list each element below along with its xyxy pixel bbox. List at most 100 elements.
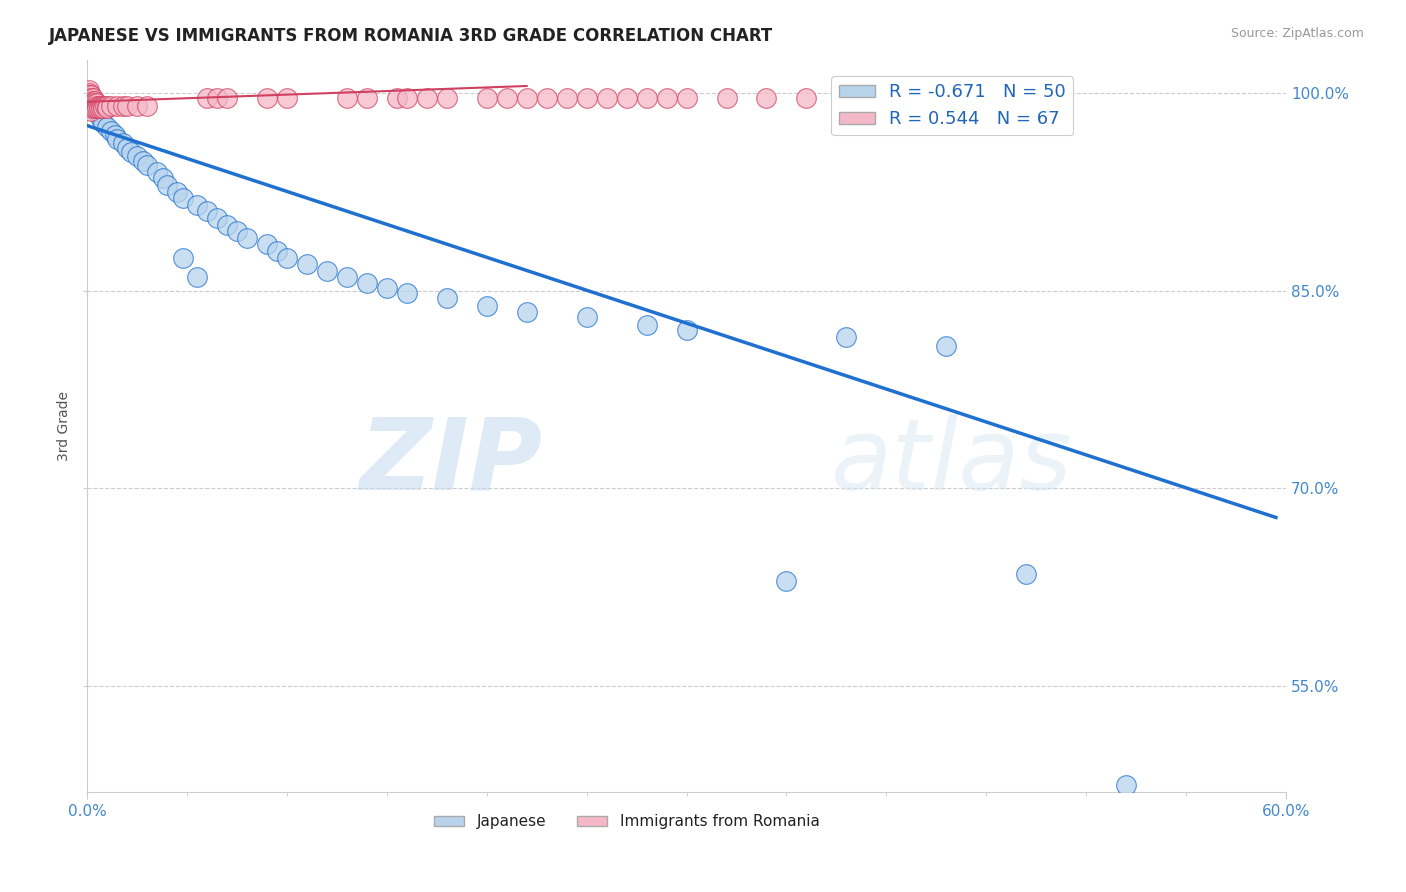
Point xyxy=(575,91,598,105)
Point xyxy=(336,270,359,285)
Point xyxy=(115,99,138,113)
Point xyxy=(77,96,100,111)
Point xyxy=(82,94,104,108)
Point xyxy=(516,91,538,105)
Point xyxy=(89,99,111,113)
Point xyxy=(96,102,118,116)
Point xyxy=(555,91,578,105)
Point xyxy=(616,91,638,105)
Point xyxy=(80,88,103,103)
Point xyxy=(77,94,100,108)
Point xyxy=(77,83,100,97)
Point xyxy=(186,270,208,285)
Point xyxy=(86,104,108,119)
Point xyxy=(356,276,378,290)
Point xyxy=(575,310,598,324)
Text: Source: ZipAtlas.com: Source: ZipAtlas.com xyxy=(1230,27,1364,40)
Point xyxy=(91,99,114,113)
Point xyxy=(316,264,339,278)
Point xyxy=(77,102,100,116)
Point xyxy=(127,149,149,163)
Point xyxy=(172,191,194,205)
Point xyxy=(82,102,104,116)
Point xyxy=(136,99,159,113)
Point xyxy=(82,91,104,105)
Point xyxy=(136,158,159,172)
Point xyxy=(266,244,288,258)
Point xyxy=(195,204,218,219)
Point xyxy=(90,99,112,113)
Point xyxy=(132,154,155,169)
Point xyxy=(172,251,194,265)
Point xyxy=(82,99,104,113)
Point xyxy=(356,91,378,105)
Point xyxy=(94,99,117,113)
Point xyxy=(1115,778,1137,792)
Point xyxy=(100,99,122,113)
Point xyxy=(127,99,149,113)
Point xyxy=(96,120,118,134)
Point xyxy=(295,257,318,271)
Point xyxy=(86,96,108,111)
Point xyxy=(90,102,112,116)
Point xyxy=(104,128,127,142)
Point xyxy=(100,124,122,138)
Point xyxy=(755,91,778,105)
Point xyxy=(1015,567,1038,582)
Point xyxy=(80,94,103,108)
Point xyxy=(226,224,249,238)
Point xyxy=(84,100,107,114)
Text: atlas: atlas xyxy=(831,414,1071,511)
Point xyxy=(215,91,238,105)
Point xyxy=(146,165,169,179)
Point xyxy=(675,323,697,337)
Point xyxy=(416,91,439,105)
Point xyxy=(86,102,108,116)
Point xyxy=(152,171,174,186)
Point xyxy=(675,91,697,105)
Point xyxy=(205,91,228,105)
Text: ZIP: ZIP xyxy=(360,414,543,511)
Point xyxy=(77,91,100,105)
Point xyxy=(77,86,100,100)
Point xyxy=(166,185,188,199)
Point xyxy=(495,91,517,105)
Legend: Japanese, Immigrants from Romania: Japanese, Immigrants from Romania xyxy=(427,808,825,836)
Point xyxy=(236,231,259,245)
Point xyxy=(186,198,208,212)
Point xyxy=(385,91,408,105)
Point xyxy=(276,251,298,265)
Point xyxy=(84,99,107,113)
Point xyxy=(475,91,498,105)
Point xyxy=(256,91,278,105)
Point xyxy=(120,145,142,159)
Point xyxy=(86,99,108,113)
Point xyxy=(436,91,458,105)
Point xyxy=(195,91,218,105)
Point xyxy=(336,91,359,105)
Point xyxy=(84,94,107,108)
Point xyxy=(77,99,100,113)
Point xyxy=(82,96,104,111)
Point xyxy=(105,99,128,113)
Text: JAPANESE VS IMMIGRANTS FROM ROMANIA 3RD GRADE CORRELATION CHART: JAPANESE VS IMMIGRANTS FROM ROMANIA 3RD … xyxy=(49,27,773,45)
Point xyxy=(80,96,103,111)
Point xyxy=(115,141,138,155)
Point xyxy=(112,136,135,150)
Y-axis label: 3rd Grade: 3rd Grade xyxy=(58,391,72,461)
Point xyxy=(256,237,278,252)
Point xyxy=(775,574,797,588)
Point xyxy=(475,299,498,313)
Point xyxy=(935,339,957,353)
Point xyxy=(636,318,658,332)
Point xyxy=(835,329,858,343)
Point xyxy=(655,91,678,105)
Point xyxy=(112,99,135,113)
Point xyxy=(80,102,103,116)
Point xyxy=(80,104,103,119)
Point xyxy=(91,102,114,116)
Point xyxy=(89,108,111,122)
Point xyxy=(84,102,107,116)
Point xyxy=(96,99,118,113)
Point xyxy=(215,218,238,232)
